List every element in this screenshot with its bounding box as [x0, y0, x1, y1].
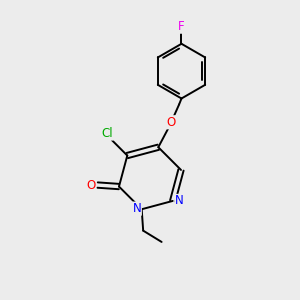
- Text: N: N: [175, 194, 184, 207]
- Text: F: F: [178, 20, 185, 33]
- Text: N: N: [133, 202, 141, 215]
- Text: Cl: Cl: [102, 127, 113, 140]
- Text: O: O: [86, 178, 96, 192]
- Text: O: O: [167, 116, 176, 129]
